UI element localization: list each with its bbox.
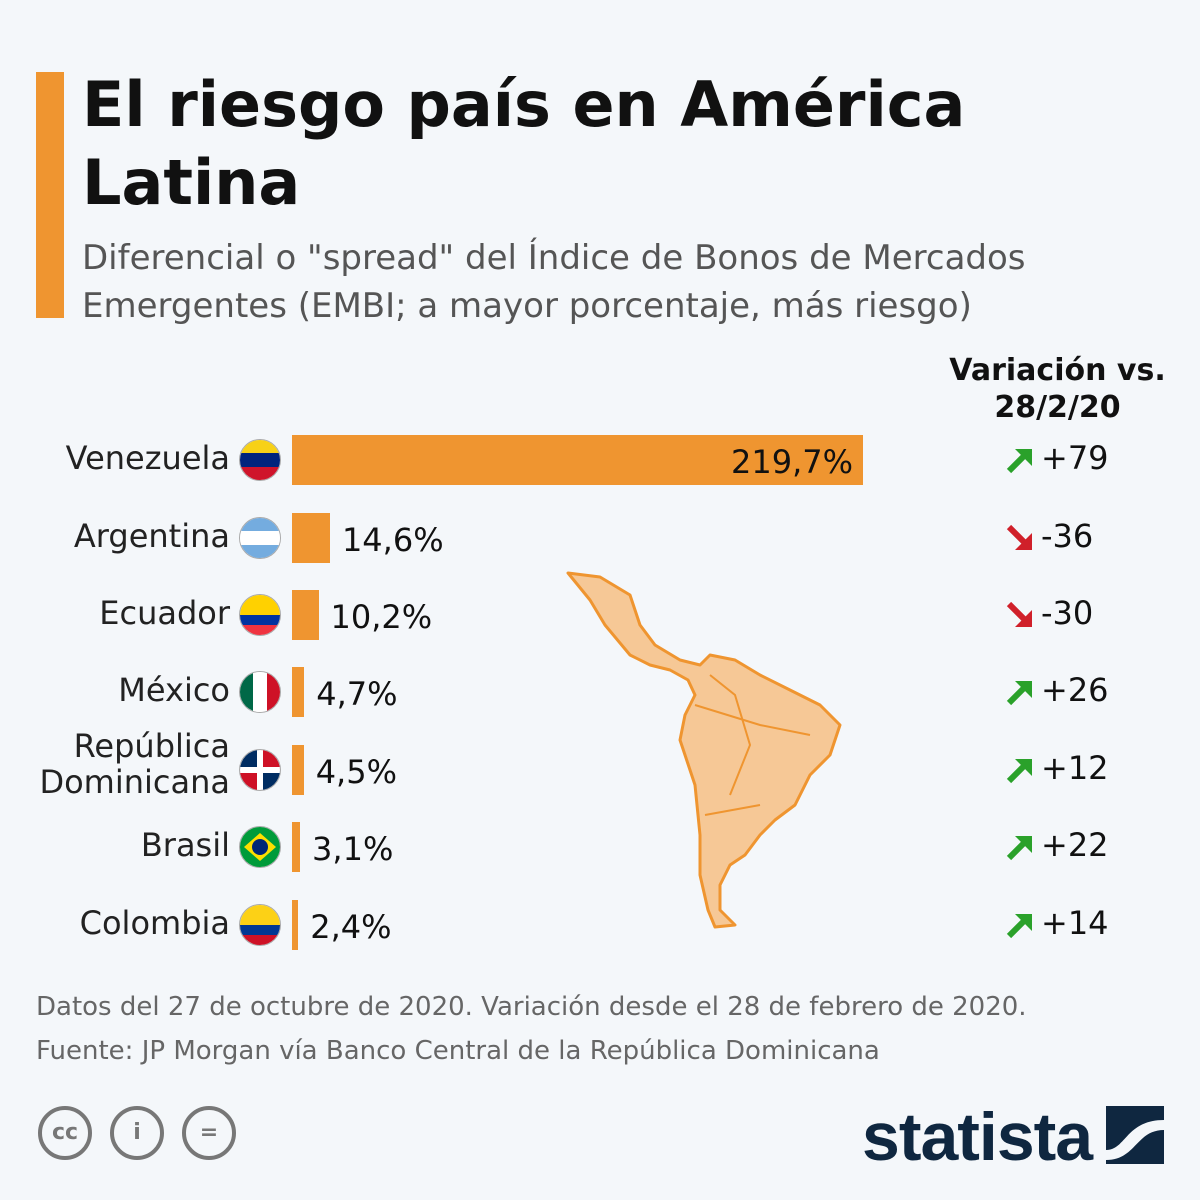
- arrow-up-icon: [1006, 759, 1032, 784]
- value-label: 10,2%: [330, 598, 433, 636]
- bar-1: [292, 513, 330, 563]
- variation-label: +14: [1005, 905, 1109, 941]
- chart-subtitle: Diferencial o "spread" del Índice de Bon…: [82, 238, 1026, 326]
- country-label: Venezuela: [65, 439, 230, 477]
- country-label: Colombia: [79, 904, 230, 942]
- country-label: Ecuador: [99, 594, 230, 632]
- country-label: República Dominicana: [39, 727, 230, 801]
- arrow-down-icon: [1006, 524, 1032, 550]
- country-label: Argentina: [73, 517, 230, 555]
- no-derivatives-icon[interactable]: =: [182, 1106, 236, 1160]
- variation-value: +26: [1041, 671, 1109, 709]
- creative-commons-icon[interactable]: cc: [38, 1106, 92, 1160]
- variation-header: Variación vs. 28/2/20: [949, 353, 1166, 425]
- mexico-flag-icon: [239, 671, 281, 713]
- bar-3: [292, 667, 305, 717]
- value-label: 219,7%: [731, 443, 854, 481]
- statista-logo[interactable]: statista: [862, 1099, 1093, 1175]
- venezuela-flag-icon: [239, 439, 281, 481]
- accent-bar: [36, 72, 64, 318]
- bar-2: [292, 590, 319, 640]
- value-label: 2,4%: [310, 908, 392, 946]
- latin-america-map: [566, 571, 842, 929]
- variation-label: +79: [1005, 440, 1109, 476]
- bar-4: [292, 745, 304, 795]
- value-label: 4,5%: [315, 753, 397, 791]
- footer-source: Fuente: JP Morgan vía Banco Central de l…: [36, 1036, 880, 1066]
- brazil-flag-icon: [239, 826, 281, 868]
- variation-value: +22: [1041, 826, 1109, 864]
- arrow-up-icon: [1006, 681, 1032, 706]
- variation-label: -36: [1005, 518, 1093, 554]
- variation-label: +12: [1005, 750, 1109, 786]
- bar-5: [292, 822, 301, 872]
- country-label: Brasil: [140, 826, 230, 864]
- variation-value: +79: [1041, 439, 1109, 477]
- arrow-up-icon: [1006, 836, 1032, 861]
- variation-label: +22: [1005, 827, 1109, 863]
- value-label: 4,7%: [316, 675, 398, 713]
- arrow-up-icon: [1006, 449, 1032, 474]
- chart-title: El riesgo país en América Latina: [82, 68, 966, 219]
- statista-logo-icon: [1106, 1106, 1164, 1164]
- bar-6: [292, 900, 299, 950]
- value-label: 14,6%: [341, 521, 444, 559]
- arrow-down-icon: [1006, 601, 1032, 627]
- value-label: 3,1%: [312, 830, 394, 868]
- variation-value: -30: [1041, 594, 1094, 632]
- bar-0: [292, 435, 863, 485]
- variation-value: -36: [1041, 517, 1094, 555]
- dominican-republic-flag-icon: [239, 749, 281, 791]
- colombia-flag-icon: [239, 904, 281, 946]
- ecuador-flag-icon: [239, 594, 281, 636]
- variation-label: -30: [1005, 595, 1093, 631]
- footer-note: Datos del 27 de octubre de 2020. Variaci…: [36, 992, 1027, 1022]
- arrow-up-icon: [1006, 914, 1032, 939]
- variation-label: +26: [1005, 672, 1109, 708]
- argentina-flag-icon: [239, 517, 281, 559]
- variation-value: +14: [1041, 904, 1109, 942]
- variation-value: +12: [1041, 749, 1109, 787]
- attribution-icon[interactable]: i: [110, 1106, 164, 1160]
- country-label: México: [118, 671, 230, 709]
